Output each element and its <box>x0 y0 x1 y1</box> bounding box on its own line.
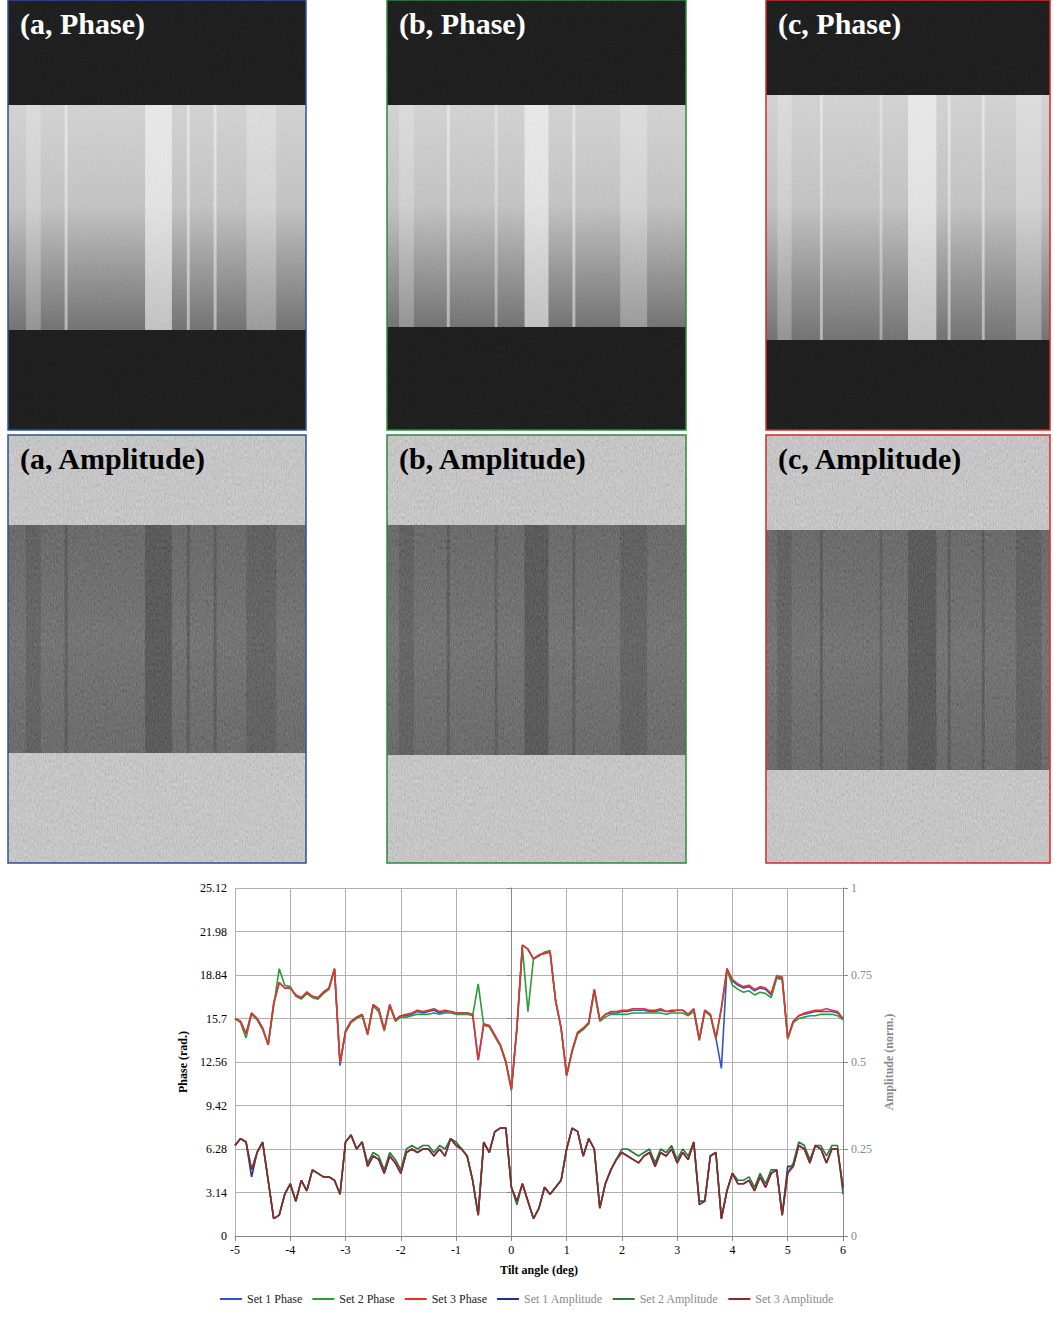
svg-text:(b, Phase): (b, Phase) <box>399 7 526 41</box>
svg-text:(c, Phase): (c, Phase) <box>778 7 901 41</box>
svg-text:1: 1 <box>564 1243 570 1257</box>
svg-text:3.14: 3.14 <box>206 1186 227 1200</box>
svg-text:-1: -1 <box>451 1243 461 1257</box>
svg-text:Set 1 Phase: Set 1 Phase <box>247 1292 302 1306</box>
svg-text:1: 1 <box>851 881 857 895</box>
svg-text:Set 3 Phase: Set 3 Phase <box>432 1292 487 1306</box>
svg-text:25.12: 25.12 <box>200 881 227 895</box>
svg-text:0: 0 <box>221 1229 227 1243</box>
svg-text:Set 1 Amplitude: Set 1 Amplitude <box>524 1292 602 1306</box>
svg-text:(a, Amplitude): (a, Amplitude) <box>20 442 205 476</box>
svg-text:-3: -3 <box>341 1243 351 1257</box>
svg-text:21.98: 21.98 <box>200 925 227 939</box>
svg-text:Set 2 Phase: Set 2 Phase <box>339 1292 394 1306</box>
svg-text:(b, Amplitude): (b, Amplitude) <box>399 442 586 476</box>
svg-text:Tilt angle (deg): Tilt angle (deg) <box>500 1263 578 1277</box>
svg-text:18.84: 18.84 <box>200 968 227 982</box>
svg-text:-4: -4 <box>285 1243 295 1257</box>
svg-text:(a, Phase): (a, Phase) <box>20 7 145 41</box>
svg-text:12.56: 12.56 <box>200 1055 227 1069</box>
svg-text:Phase (rad.): Phase (rad.) <box>176 1031 190 1093</box>
svg-text:3: 3 <box>674 1243 680 1257</box>
svg-text:6.28: 6.28 <box>206 1142 227 1156</box>
svg-text:-2: -2 <box>396 1243 406 1257</box>
svg-text:15.7: 15.7 <box>206 1012 227 1026</box>
svg-text:4: 4 <box>729 1243 735 1257</box>
svg-text:-5: -5 <box>230 1243 240 1257</box>
svg-text:0: 0 <box>851 1229 857 1243</box>
svg-text:Set 3 Amplitude: Set 3 Amplitude <box>755 1292 833 1306</box>
svg-text:6: 6 <box>840 1243 846 1257</box>
svg-text:0: 0 <box>508 1243 514 1257</box>
svg-text:5: 5 <box>785 1243 791 1257</box>
svg-text:0.25: 0.25 <box>851 1142 872 1156</box>
svg-text:0.75: 0.75 <box>851 968 872 982</box>
svg-text:9.42: 9.42 <box>206 1099 227 1113</box>
svg-text:(c, Amplitude): (c, Amplitude) <box>778 442 961 476</box>
svg-text:Set 2 Amplitude: Set 2 Amplitude <box>640 1292 718 1306</box>
svg-text:2: 2 <box>619 1243 625 1257</box>
svg-text:Amplitude (norm.): Amplitude (norm.) <box>882 1014 896 1111</box>
svg-text:0.5: 0.5 <box>851 1055 866 1069</box>
